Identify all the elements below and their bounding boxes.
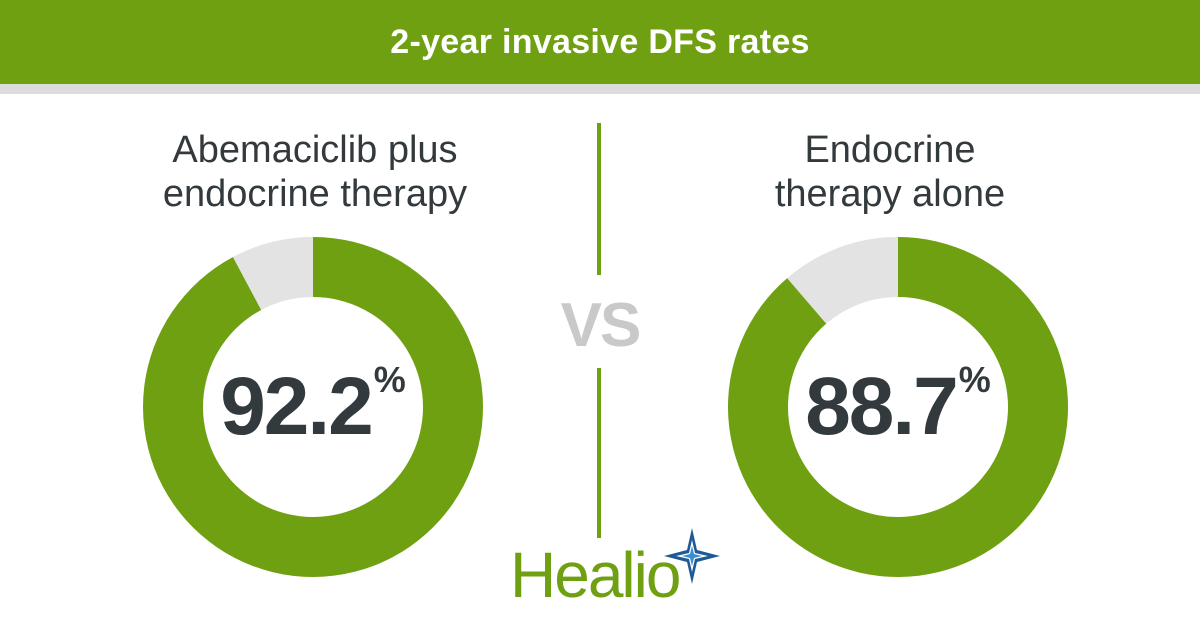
header-title: 2-year invasive DFS rates — [390, 22, 810, 61]
left-donut-chart: 92.2 % — [143, 237, 483, 577]
star-icon — [664, 528, 720, 584]
right-donut-number: 88.7 — [805, 361, 959, 452]
left-donut-slice-event-free — [143, 237, 483, 577]
right-donut-svg — [728, 237, 1068, 577]
left-donut-svg — [143, 237, 483, 577]
right-donut-value: 88.7 % — [728, 237, 1068, 577]
left-donut-number: 92.2 — [220, 361, 374, 452]
logo-text: Healio — [510, 539, 681, 611]
left-donut-value: 92.2 % — [143, 237, 483, 577]
right-chart-title-line-1: Endocrine — [804, 129, 976, 171]
right-chart-title-line-2: therapy alone — [774, 173, 1006, 215]
left-chart-title-line-2: endocrine therapy — [162, 173, 468, 215]
center-divider-bottom — [597, 368, 601, 538]
vs-label: VS — [560, 291, 642, 360]
left-donut-unit: % — [373, 359, 406, 400]
right-chart-title: Endocrine therapy alone — [670, 128, 1110, 216]
healio-logo: Healio — [500, 528, 730, 611]
right-donut-chart: 88.7 % — [728, 237, 1068, 577]
header-divider-band — [0, 84, 1200, 94]
left-chart-title-line-1: Abemaciclib plus — [172, 129, 458, 171]
center-divider-top — [597, 123, 601, 275]
right-donut-slice-event-free — [728, 237, 1068, 577]
header-banner: 2-year invasive DFS rates — [0, 0, 1200, 84]
left-chart-title: Abemaciclib plus endocrine therapy — [95, 128, 535, 216]
right-donut-slice-remainder — [787, 237, 898, 324]
right-donut-unit: % — [958, 359, 991, 400]
left-donut-slice-remainder — [232, 237, 313, 310]
